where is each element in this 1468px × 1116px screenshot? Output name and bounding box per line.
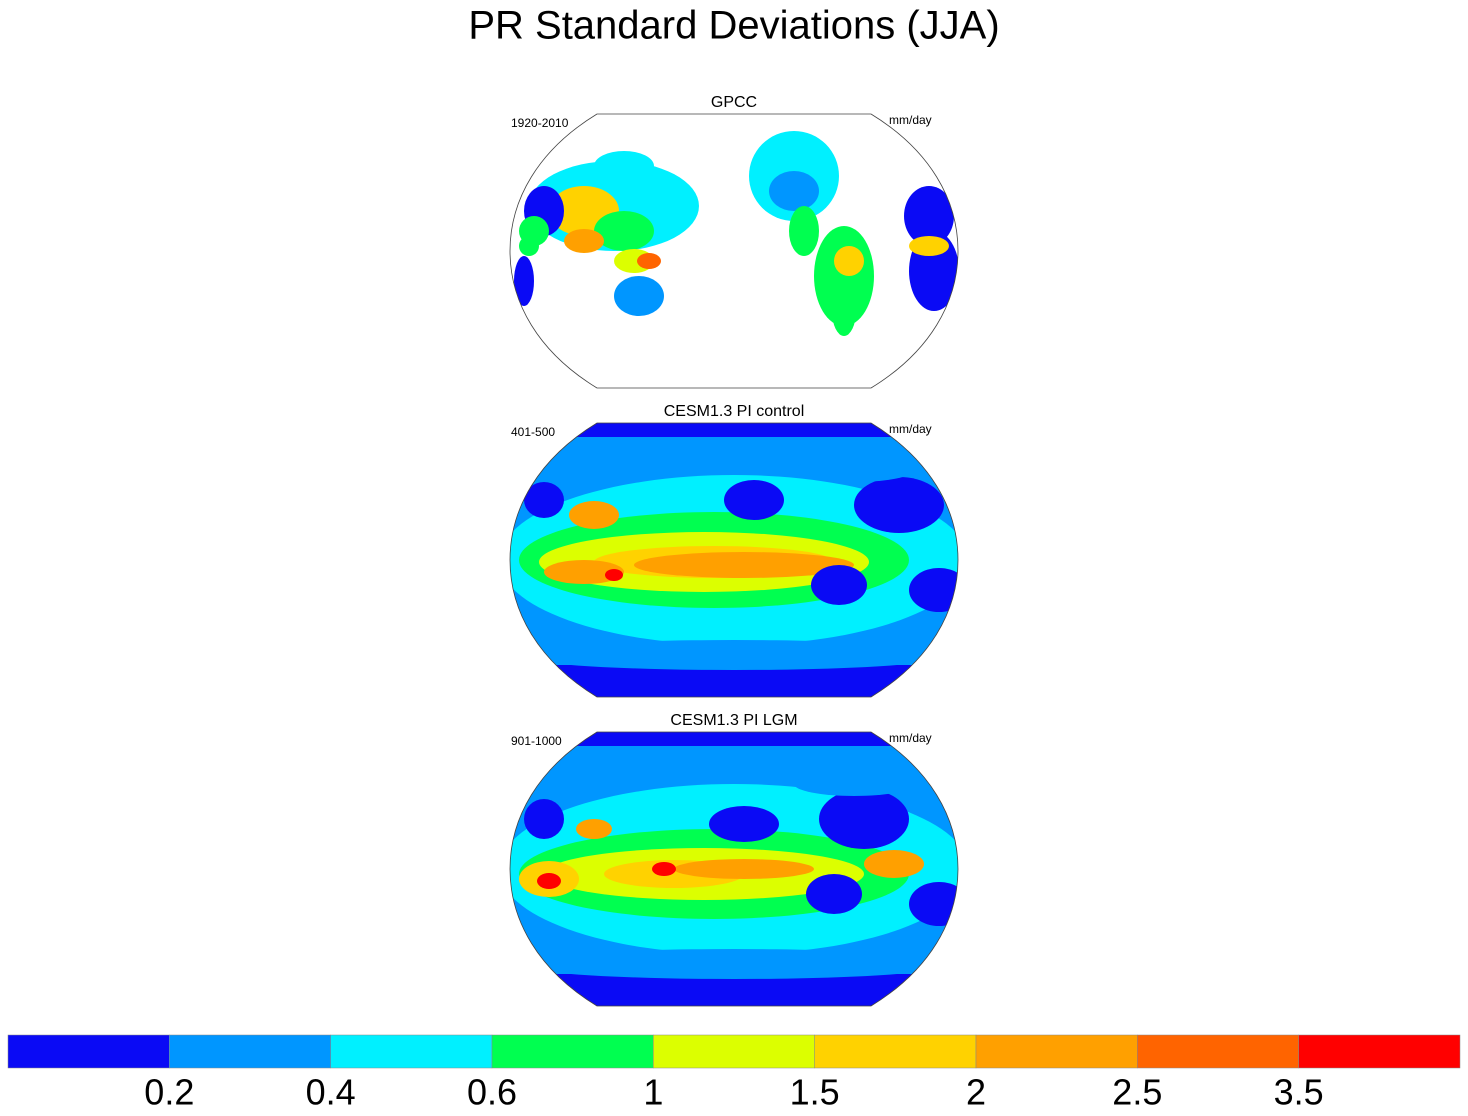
field-patch xyxy=(909,236,949,256)
field-patch xyxy=(909,568,958,612)
field-band xyxy=(510,423,958,437)
field-patch xyxy=(794,458,914,482)
colorbar-swatch xyxy=(1298,1034,1461,1069)
panel-units: mm/day xyxy=(889,113,932,127)
map-panel xyxy=(514,131,958,336)
panel-title: GPCC xyxy=(711,94,757,111)
field-patch xyxy=(904,186,954,246)
field-patch xyxy=(769,171,819,211)
field-patch xyxy=(614,276,664,316)
panel-period: 1920-2010 xyxy=(511,116,569,130)
colorbar-label: 3.5 xyxy=(1274,1072,1324,1113)
field-patch xyxy=(819,789,909,849)
field-patch xyxy=(564,229,604,253)
field-patch xyxy=(864,850,924,878)
colorbar-swatch xyxy=(1137,1034,1299,1069)
colorbar-swatch xyxy=(7,1034,170,1069)
field-patch xyxy=(832,286,856,336)
panel-title: CESM1.3 PI LGM xyxy=(670,712,797,729)
panel-units: mm/day xyxy=(889,422,932,436)
field-patch xyxy=(811,565,867,605)
field-patch xyxy=(634,552,854,578)
field-patch xyxy=(594,211,654,251)
field-patch xyxy=(537,873,561,889)
map-outline xyxy=(509,422,959,698)
colorbar-swatch xyxy=(814,1034,977,1069)
field-patch xyxy=(519,236,539,256)
field-patch xyxy=(514,949,954,979)
field-patch xyxy=(652,862,676,876)
colorbar-swatch xyxy=(330,1034,493,1069)
field-patch xyxy=(834,246,864,276)
field-band xyxy=(510,732,958,746)
field-patch xyxy=(524,799,564,839)
field-patch xyxy=(854,477,944,533)
field-patch xyxy=(637,253,661,269)
panel-period: 901-1000 xyxy=(511,734,562,748)
colorbar-swatch xyxy=(169,1034,331,1069)
field-patch xyxy=(674,859,814,879)
field-patch xyxy=(709,806,779,842)
map-outline xyxy=(509,113,959,389)
field-patch xyxy=(724,480,784,520)
field-patch xyxy=(554,754,834,784)
colorbar-label: 2.5 xyxy=(1112,1072,1162,1113)
field-patch xyxy=(544,560,624,584)
colorbar-label: 1.5 xyxy=(790,1072,840,1113)
map-panel xyxy=(510,732,958,1006)
field-patch xyxy=(524,482,564,518)
colorbar-label: 0.2 xyxy=(144,1072,194,1113)
colorbar-label: 0.6 xyxy=(467,1072,517,1113)
field-patch xyxy=(806,874,862,914)
map-panel xyxy=(510,423,958,697)
map-outline xyxy=(509,731,959,1007)
field-patch xyxy=(576,819,612,839)
colorbar-swatch xyxy=(491,1034,654,1069)
field-patch xyxy=(569,501,619,529)
field-patch xyxy=(514,640,954,670)
colorbar-label: 1 xyxy=(643,1072,663,1113)
field-patch xyxy=(794,772,914,796)
panel-units: mm/day xyxy=(889,731,932,745)
colorbar-label: 0.4 xyxy=(306,1072,356,1113)
panel-period: 401-500 xyxy=(511,425,555,439)
field-patch xyxy=(594,151,654,181)
field-patch xyxy=(534,445,814,475)
field-patch xyxy=(514,256,534,306)
field-band xyxy=(510,665,958,697)
colorbar-swatch xyxy=(653,1034,815,1069)
panel-title: CESM1.3 PI control xyxy=(664,403,805,420)
colorbar-label: 2 xyxy=(966,1072,986,1113)
field-band xyxy=(510,974,958,1006)
figure-title: PR Standard Deviations (JJA) xyxy=(468,4,999,48)
colorbar-swatch xyxy=(975,1034,1138,1069)
field-patch xyxy=(909,882,958,926)
field-patch xyxy=(605,569,623,581)
field-patch xyxy=(789,206,819,256)
